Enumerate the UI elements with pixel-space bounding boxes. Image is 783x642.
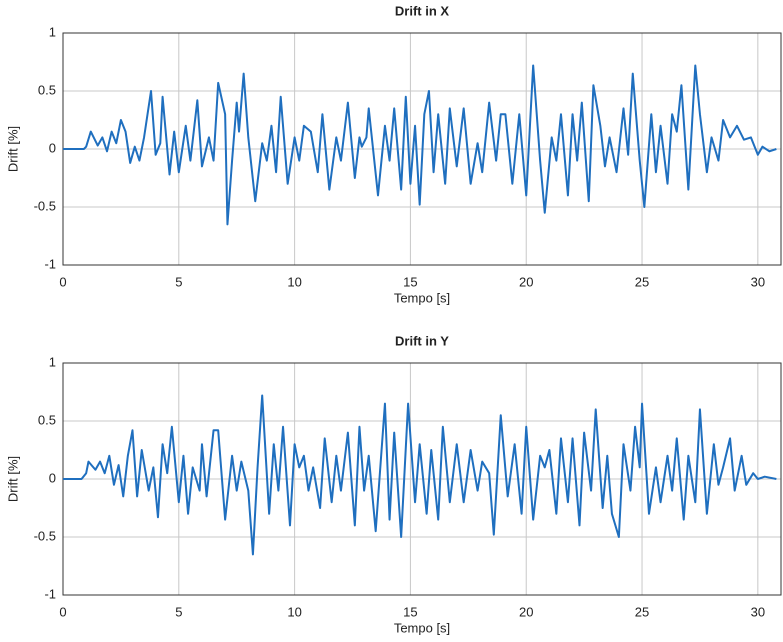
x-axis-label: Tempo [s]	[394, 620, 450, 635]
x-tick-label: 15	[403, 604, 417, 619]
x-tick-label: 15	[403, 274, 417, 289]
y-tick-label: -0.5	[34, 528, 56, 543]
y-tick-label: -0.5	[34, 198, 56, 213]
chart-title: Drift in Y	[395, 333, 449, 348]
y-tick-label: 0	[49, 140, 56, 155]
x-tick-label: 5	[175, 274, 182, 289]
y-tick-label: -1	[44, 256, 56, 271]
x-tick-label: 25	[635, 274, 649, 289]
x-axis-label: Tempo [s]	[394, 290, 450, 305]
y-tick-label: 0.5	[38, 82, 56, 97]
x-tick-label: 10	[287, 274, 301, 289]
x-tick-label: 5	[175, 604, 182, 619]
x-tick-label: 30	[751, 604, 765, 619]
y-axis-label: Drift [%]	[5, 126, 20, 172]
x-tick-label: 25	[635, 604, 649, 619]
x-tick-label: 0	[59, 604, 66, 619]
y-tick-label: 1	[49, 24, 56, 39]
x-tick-label: 20	[519, 274, 533, 289]
data-line	[63, 394, 777, 556]
y-tick-label: 0	[49, 470, 56, 485]
x-tick-label: 20	[519, 604, 533, 619]
y-tick-label: 0.5	[38, 412, 56, 427]
y-tick-label: 1	[49, 354, 56, 369]
chart-title: Drift in X	[395, 3, 449, 18]
y-tick-label: -1	[44, 586, 56, 601]
x-tick-label: 0	[59, 274, 66, 289]
data-line	[63, 64, 777, 226]
x-tick-label: 10	[287, 604, 301, 619]
y-axis-label: Drift [%]	[5, 456, 20, 502]
x-tick-label: 30	[751, 274, 765, 289]
